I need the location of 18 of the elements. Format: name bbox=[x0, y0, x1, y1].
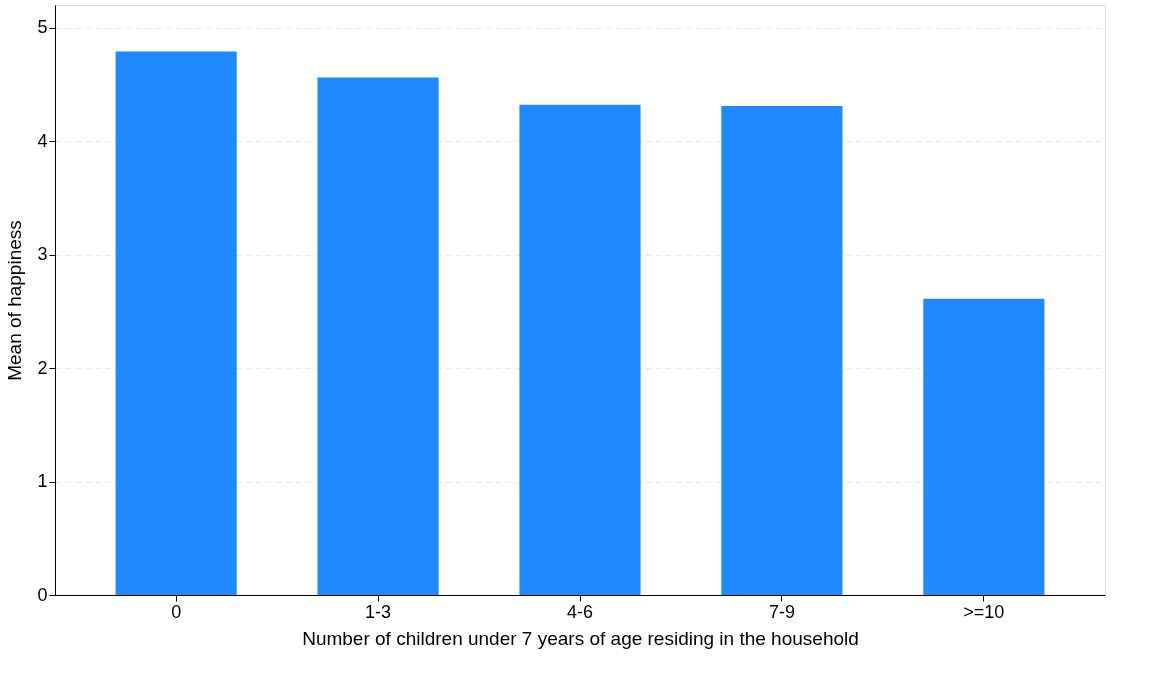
x-axis-title: Number of children under 7 years of age residing in the household bbox=[302, 627, 859, 649]
y-tick-label: 1 bbox=[37, 471, 48, 492]
x-tick-label: 0 bbox=[171, 601, 182, 622]
bar bbox=[519, 104, 641, 595]
x-tick-label: 1-3 bbox=[365, 601, 392, 622]
x-tick-label: >=10 bbox=[963, 601, 1005, 622]
x-tick-label: 4-6 bbox=[566, 601, 594, 622]
bar bbox=[721, 105, 843, 595]
y-tick-label: 5 bbox=[37, 17, 48, 38]
x-tick-label: 7-9 bbox=[768, 601, 795, 622]
bar bbox=[317, 77, 439, 595]
y-tick-label: 0 bbox=[37, 584, 48, 605]
bar bbox=[923, 298, 1045, 595]
y-tick-label: 4 bbox=[37, 130, 48, 151]
y-tick-label: 2 bbox=[37, 357, 48, 378]
y-axis-title: Mean of happiness bbox=[4, 220, 26, 381]
y-tick-label: 3 bbox=[37, 244, 48, 265]
bar bbox=[115, 51, 237, 595]
